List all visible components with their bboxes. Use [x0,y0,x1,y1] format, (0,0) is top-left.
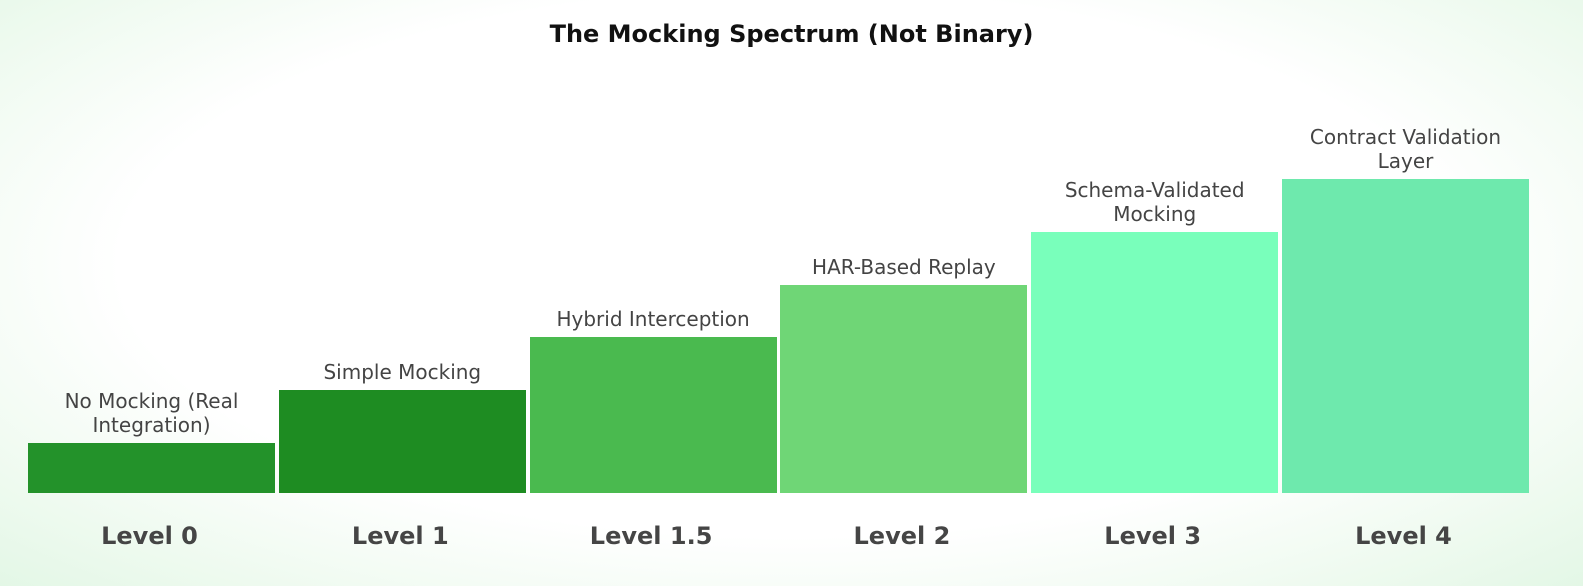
step-bar [780,284,1028,493]
step-label: Contract Validation Layer [1309,125,1502,173]
step-label: Hybrid Interception [556,307,750,332]
step-level: Level 1.5 [589,522,713,550]
step-level: Level 4 [1355,522,1452,550]
step-bar [529,337,777,493]
title: The Mocking Spectrum (Not Binary) [549,20,1034,48]
step-bar [278,390,526,493]
step-level: Level 3 [1104,522,1202,550]
step-level: Level 0 [101,522,198,550]
step-label: Schema-Validated Mocking [1064,177,1245,226]
step-bar [1031,231,1279,493]
step-bar [28,443,275,493]
step-label: HAR-Based Replay [812,254,996,279]
step-bar [1282,179,1529,493]
step-level: Level 1 [351,522,449,550]
step-label: Simple Mocking [323,360,482,385]
step-level: Level 2 [853,522,951,550]
step-label: No Mocking (Real Integration) [64,389,239,437]
